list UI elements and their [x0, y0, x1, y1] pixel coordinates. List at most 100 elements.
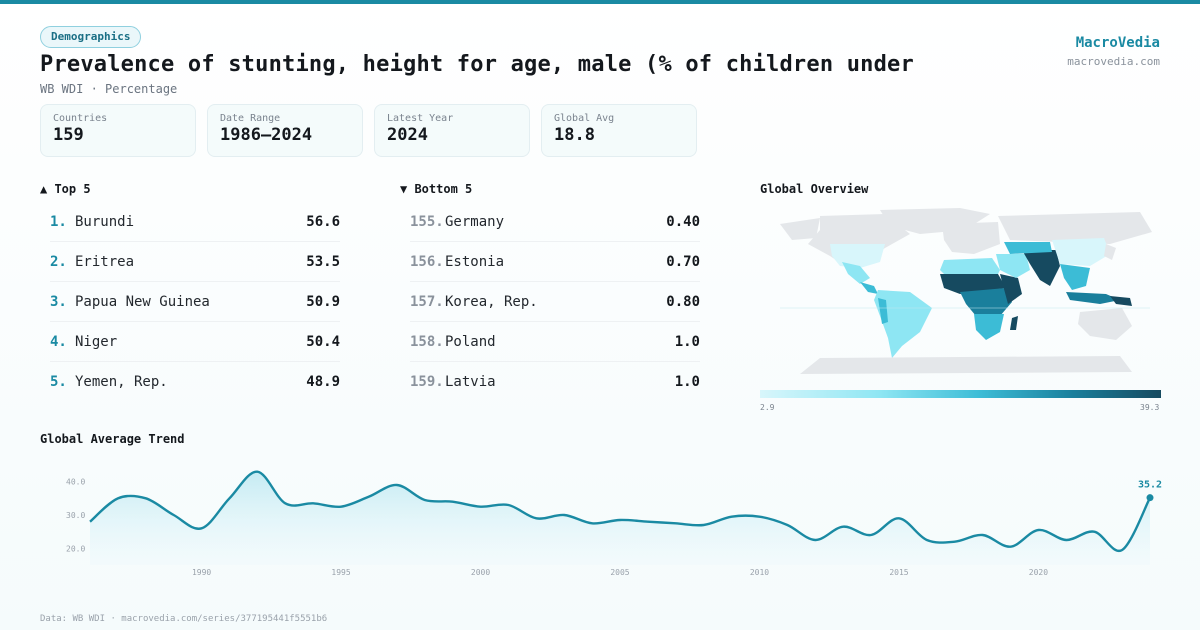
top5-list: 1. Burundi 56.6 2. Eritrea 53.5 3. Papua New … — [50, 202, 340, 402]
y-tick-label: 30.0 — [66, 511, 85, 520]
list-item[interactable]: 2. Eritrea 53.5 — [50, 242, 340, 282]
country-name: Burundi — [75, 213, 135, 230]
map-region-usa[interactable] — [830, 244, 885, 268]
map-region-japan-korea[interactable] — [1104, 244, 1116, 260]
country-name: Eritrea — [75, 253, 135, 270]
list-item[interactable]: 4. Niger 50.4 — [50, 322, 340, 362]
rank-number: 5. — [50, 374, 67, 390]
map-region-papua[interactable] — [1110, 296, 1132, 306]
top5-heading: ▲ Top 5 — [40, 182, 91, 196]
map-region-sahel[interactable] — [940, 274, 1006, 294]
rank-number: 3. — [50, 293, 67, 310]
map-region-china[interactable] — [1052, 238, 1110, 266]
country-value: 50.9 — [306, 293, 340, 310]
list-item[interactable]: 158. Poland 1.0 — [410, 322, 700, 362]
rank-number: 159. — [410, 374, 444, 390]
country-value: 48.9 — [306, 374, 340, 390]
country-value: 0.40 — [666, 213, 700, 230]
map-region-central-africa[interactable] — [960, 288, 1012, 316]
map-region-antarctica[interactable] — [800, 356, 1132, 374]
stat-card-latest-year: Latest Year 2024 — [374, 104, 530, 157]
stat-card-date-range: Date Range 1986–2024 — [207, 104, 363, 157]
country-name: Germany — [445, 213, 505, 230]
stat-card-global-avg: Global Avg 18.8 — [541, 104, 697, 157]
stat-value: 18.8 — [554, 125, 595, 145]
stat-label: Countries — [53, 113, 108, 124]
country-value: 0.70 — [666, 253, 700, 270]
brand-logo[interactable]: MacroVedia — [1075, 35, 1160, 51]
rank-number: 4. — [50, 333, 67, 350]
rank-number: 1. — [50, 213, 67, 230]
map-region-south-asia[interactable] — [1022, 250, 1060, 286]
trend-heading: Global Average Trend — [40, 432, 185, 446]
list-item[interactable]: 5. Yemen, Rep. 48.9 — [50, 362, 340, 402]
stat-value: 159 — [53, 125, 84, 145]
trend-area-fill — [90, 471, 1150, 565]
rank-number: 155. — [410, 213, 444, 230]
country-name: Poland — [445, 333, 496, 350]
country-name: Latvia — [445, 374, 496, 390]
map-region-alaska[interactable] — [780, 218, 820, 240]
map-region-australia[interactable] — [1078, 308, 1132, 340]
trend-area-chart[interactable]: 40.0 30.0 20.0 1990 1995 2000 2005 2010 2015 202… — [40, 455, 1170, 585]
x-tick-label: 2010 — [750, 568, 769, 577]
map-heading: Global Overview — [760, 182, 869, 196]
category-badge[interactable]: Demographics — [40, 26, 142, 48]
bottom5-heading: ▼ Bottom 5 — [400, 182, 473, 196]
country-name: Niger — [75, 333, 118, 350]
rank-number: 157. — [410, 293, 444, 310]
map-color-legend — [760, 390, 1161, 398]
map-region-southeast-asia[interactable] — [1060, 264, 1090, 290]
map-region-central-asia[interactable] — [1004, 242, 1052, 254]
stat-card-countries: Countries 159 — [40, 104, 196, 157]
y-tick-label: 40.0 — [66, 478, 85, 487]
trend-last-value-label: 35.2 — [1138, 480, 1162, 491]
map-region-central-america[interactable] — [860, 282, 878, 294]
country-value: 0.80 — [666, 293, 700, 310]
list-item[interactable]: 159. Latvia 1.0 — [410, 362, 700, 402]
y-tick-label: 20.0 — [66, 544, 85, 553]
world-choropleth-map[interactable] — [760, 204, 1160, 384]
country-value: 53.5 — [306, 253, 340, 270]
map-region-andes[interactable] — [878, 298, 888, 324]
trend-series-line — [89, 470, 1152, 553]
country-name: Papua New Guinea — [75, 293, 210, 310]
list-item[interactable]: 3. Papua New Guinea 50.9 — [50, 282, 340, 322]
map-region-middle-east[interactable] — [996, 254, 1030, 278]
stat-value: 2024 — [387, 125, 428, 145]
footer-source[interactable]: Data: WB WDI · macrovedia.com/series/377… — [40, 614, 328, 624]
map-region-mexico[interactable] — [842, 262, 870, 284]
rank-number: 2. — [50, 253, 67, 270]
x-tick-label: 1995 — [331, 568, 350, 577]
stat-value: 1986–2024 — [220, 125, 313, 145]
brand-url[interactable]: macrovedia.com — [1067, 55, 1160, 68]
list-item[interactable]: 157. Korea, Rep. 0.80 — [410, 282, 700, 322]
country-name: Estonia — [445, 253, 505, 270]
map-region-indonesia[interactable] — [1066, 292, 1120, 304]
map-region-south-america[interactable] — [874, 290, 932, 358]
list-item[interactable]: 1. Burundi 56.6 — [50, 202, 340, 242]
page-subtitle: WB WDI · Percentage — [40, 82, 178, 96]
map-region-russia[interactable] — [998, 212, 1152, 244]
map-region-europe[interactable] — [942, 222, 1000, 254]
map-region-east-africa[interactable] — [1000, 274, 1022, 304]
page-title: Prevalence of stunting, height for age, … — [40, 52, 914, 77]
map-region-southern-africa[interactable] — [974, 314, 1004, 340]
stat-label: Global Avg — [554, 113, 615, 124]
x-tick-label: 2020 — [1029, 568, 1048, 577]
country-name: Korea, Rep. — [445, 293, 538, 310]
legend-max-label: 39.3 — [1140, 403, 1160, 412]
map-region-madagascar[interactable] — [1010, 316, 1018, 330]
list-item[interactable]: 156. Estonia 0.70 — [410, 242, 700, 282]
list-item[interactable]: 155. Germany 0.40 — [410, 202, 700, 242]
trend-last-point[interactable] — [1146, 494, 1154, 502]
rank-number: 156. — [410, 253, 444, 270]
country-value: 1.0 — [674, 333, 700, 350]
country-value: 1.0 — [674, 374, 700, 390]
stat-label: Latest Year — [387, 113, 454, 124]
legend-min-label: 2.9 — [760, 403, 775, 412]
rank-number: 158. — [410, 333, 444, 350]
country-value: 56.6 — [306, 213, 340, 230]
country-value: 50.4 — [306, 333, 340, 350]
x-tick-label: 2000 — [471, 568, 490, 577]
